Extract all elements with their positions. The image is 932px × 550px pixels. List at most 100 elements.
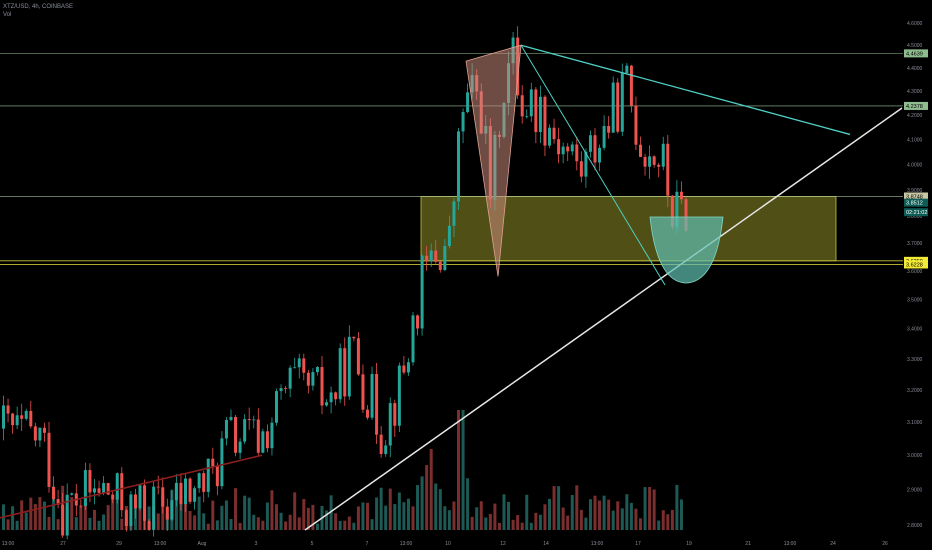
candle-body: [38, 427, 42, 441]
time-tick-label: 3: [255, 541, 258, 547]
volume-bar: [211, 500, 215, 530]
volume-bar: [279, 512, 283, 530]
candle-body: [211, 458, 215, 467]
time-tick-label: 29: [116, 541, 122, 547]
volume-bar: [265, 502, 269, 530]
candle-body: [420, 255, 424, 329]
price-tick-label: 3.4000: [907, 327, 923, 333]
price-tick-label: 3.7000: [907, 241, 923, 247]
volume-bar: [97, 520, 101, 530]
price-label-text: 4.4639: [906, 51, 923, 57]
volume-bar: [616, 501, 620, 530]
volume-bar: [525, 494, 529, 530]
candle-body: [56, 499, 60, 505]
triangle-pattern: [465, 44, 522, 277]
volume-bar: [607, 499, 611, 530]
time-tick-label: 24: [830, 541, 836, 547]
candle-body: [648, 156, 652, 167]
candle-body: [620, 73, 624, 132]
price-tick-label: 3.6000: [907, 269, 923, 275]
candle-body: [529, 89, 533, 117]
volume-bar: [224, 500, 228, 530]
candle-body: [566, 146, 570, 152]
time-tick-label: 10: [445, 541, 451, 547]
volume-bar: [38, 497, 42, 530]
candle-body: [243, 419, 247, 442]
candle-body: [47, 432, 51, 487]
candle-body: [6, 405, 10, 414]
volume-bar: [120, 518, 124, 530]
candle-body: [261, 431, 265, 453]
candle-body: [120, 473, 124, 511]
volume-bar: [215, 520, 219, 530]
candle-body: [275, 391, 278, 423]
candle-body: [256, 419, 260, 453]
volume-bar: [247, 497, 251, 530]
volume-bar: [334, 513, 338, 530]
candle-body: [184, 478, 187, 505]
candle-body: [229, 416, 233, 420]
candle-body: [461, 112, 465, 132]
price-tick-label: 4.3000: [907, 89, 923, 95]
candle-body: [165, 506, 169, 520]
volume-bar: [461, 410, 465, 530]
volume-bar: [406, 498, 410, 530]
volume-bar: [452, 501, 456, 530]
candle-body: [561, 146, 565, 155]
candle-body: [397, 365, 401, 426]
candle-body: [343, 348, 347, 397]
price-tick-label: 2.9000: [907, 488, 923, 494]
volume-bar: [552, 486, 556, 530]
volume-bar: [24, 512, 28, 530]
candle-body: [106, 483, 110, 495]
volume-bar: [575, 485, 579, 530]
candle-body: [429, 250, 433, 262]
volume-bar: [306, 507, 310, 530]
volume-bar: [657, 520, 661, 530]
candle-body: [570, 144, 574, 152]
price-tick-label: 4.6000: [907, 21, 923, 27]
time-tick-label: 19: [686, 541, 692, 547]
time-tick-label: 14: [543, 541, 549, 547]
candle-body: [666, 143, 670, 196]
candle-body: [543, 96, 547, 146]
volume-bar: [252, 514, 256, 530]
time-axis: 13:00 27 29 13:00 Aug 3 5 7 13:00 10 12 14 13:00 17 19…: [2, 541, 888, 547]
candle-body: [179, 482, 183, 505]
volume-bar: [611, 510, 615, 530]
candle-body: [443, 245, 447, 270]
volume-bar: [361, 502, 365, 530]
volume-bar: [425, 465, 429, 530]
volume-bar: [184, 501, 187, 530]
volume-bar: [484, 517, 488, 530]
candle-body: [684, 199, 688, 231]
candle-body: [284, 388, 288, 389]
price-tick-label: 3.5000: [907, 297, 923, 303]
volume-bar: [388, 488, 392, 530]
volume-bar: [534, 512, 538, 530]
volume-bar: [188, 511, 192, 530]
candle-body: [611, 82, 615, 133]
candle-body: [20, 415, 24, 419]
volume-bar: [420, 476, 424, 530]
volume-bar: [179, 494, 183, 530]
volume-bar: [429, 449, 433, 530]
volume-bar: [375, 497, 379, 530]
volume-bar: [447, 510, 451, 530]
volume-bar: [347, 516, 351, 530]
volume-bar: [620, 508, 624, 530]
time-tick-label: 17: [635, 541, 641, 547]
price-tick-label: 3.3000: [907, 357, 923, 363]
volume-bar: [584, 517, 588, 530]
price-tick-label: 3.9000: [907, 188, 923, 194]
candle-body: [538, 96, 542, 132]
candle-body: [270, 422, 274, 449]
candle-body: [452, 201, 456, 226]
volume-bar: [666, 514, 670, 530]
volume-bar: [397, 492, 401, 530]
candle-body: [534, 89, 538, 132]
volume-bar: [42, 501, 46, 530]
volume-bar: [470, 516, 474, 530]
candle-body: [33, 426, 37, 441]
